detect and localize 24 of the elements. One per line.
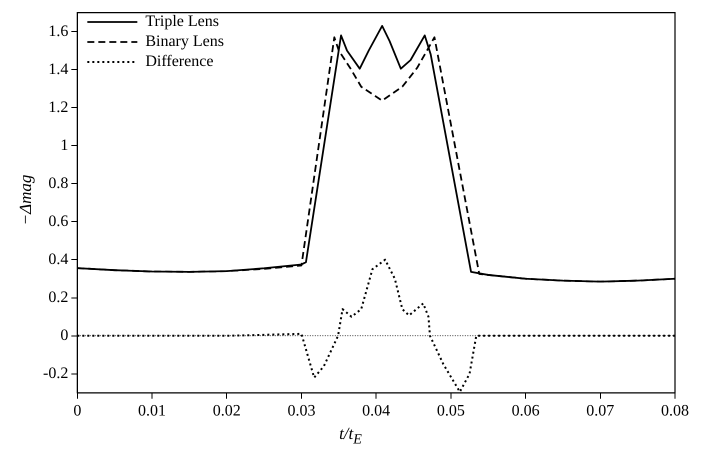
x-tick-label: 0.03 [287,402,316,420]
x-tick-label: 0.06 [512,402,540,420]
x-axis-title: t/t$_{E}$ [338,424,363,448]
y-tick-label: 0.4 [48,250,68,268]
legend-label: Difference [145,53,214,70]
y-tick-label: 1.4 [48,60,68,78]
x-tick-label: 0.07 [586,402,614,420]
y-tick-label: 1.2 [48,98,68,116]
x-tick-label: 0 [73,402,82,420]
y-tick-label: 0.8 [48,174,68,192]
y-tick-label: -0.2 [43,364,68,382]
y-tick-label: 0.6 [48,212,68,230]
legend-label: Binary Lens [145,33,224,50]
y-tick-label: 0 [60,326,68,344]
x-tick-label: 0.08 [661,402,689,420]
x-tick-label: 0.05 [436,402,465,420]
x-tick-label: 0.01 [138,402,166,420]
x-tick-label: 0.02 [212,402,241,420]
y-tick-label: 0.2 [48,288,68,306]
y-tick-label: 1.6 [48,22,68,40]
y-tick-label: 1 [60,136,68,154]
legend-label: Triple Lens [145,13,219,30]
y-axis-title: −Δmag [16,174,36,226]
x-tick-label: 0.04 [362,402,390,420]
